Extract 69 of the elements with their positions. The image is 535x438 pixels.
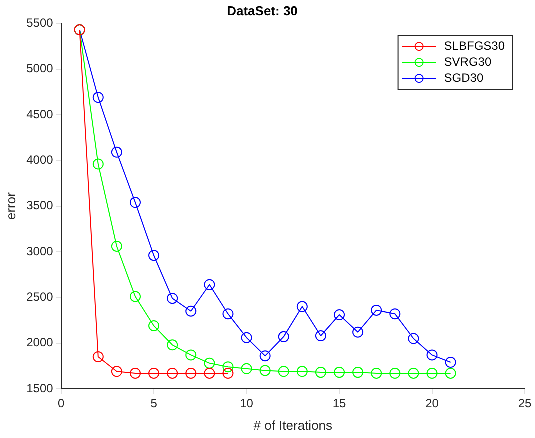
x-tick-label: 20 xyxy=(426,396,440,411)
point xyxy=(315,367,326,378)
point xyxy=(334,367,346,378)
point xyxy=(371,304,382,316)
y-tick-label: 1500 xyxy=(26,381,54,396)
point xyxy=(352,326,364,338)
point xyxy=(111,240,122,252)
point xyxy=(111,366,122,378)
point xyxy=(296,366,308,378)
point xyxy=(186,306,197,317)
x-tick-label: 0 xyxy=(58,396,65,411)
point xyxy=(445,368,456,379)
y-tick-label: 3000 xyxy=(26,244,54,258)
point xyxy=(371,368,382,379)
point xyxy=(186,368,197,379)
point xyxy=(111,146,122,158)
x-tick-label: 15 xyxy=(332,396,347,411)
legend-label: SGD30 xyxy=(444,70,484,85)
point xyxy=(260,350,271,362)
y-tick-label: 4000 xyxy=(26,152,54,167)
x-tick-label: 5 xyxy=(150,396,158,411)
point xyxy=(148,368,160,379)
point xyxy=(278,331,290,342)
point xyxy=(92,352,104,363)
point xyxy=(408,333,420,344)
y-tick-label: 2000 xyxy=(26,336,54,350)
point xyxy=(204,279,216,290)
point xyxy=(260,365,271,376)
y-tick-label: 2500 xyxy=(26,290,54,304)
point xyxy=(278,366,290,378)
point xyxy=(241,332,252,344)
point xyxy=(408,368,420,379)
point xyxy=(92,92,104,104)
point xyxy=(390,368,401,379)
point xyxy=(130,368,141,379)
y-tick-label: 4500 xyxy=(26,107,54,122)
point xyxy=(148,320,160,332)
point xyxy=(445,357,456,368)
chart-title: DataSet: 30 xyxy=(227,3,298,18)
point xyxy=(148,250,160,262)
point xyxy=(186,350,197,361)
y-tick-label: 3500 xyxy=(26,198,54,213)
x-axis-title: # of Iterations xyxy=(254,418,334,433)
point xyxy=(352,367,364,378)
point xyxy=(130,197,141,208)
point xyxy=(92,158,104,170)
point xyxy=(241,363,252,374)
x-tick-label: 25 xyxy=(518,396,532,411)
y-axis-title: error xyxy=(3,192,18,220)
point xyxy=(204,368,216,379)
x-tick-label: 10 xyxy=(240,396,254,411)
legend-label: SLBFGS30 xyxy=(444,38,506,53)
legend-label: SVRG30 xyxy=(444,54,492,69)
point xyxy=(222,368,234,379)
point xyxy=(167,368,178,379)
point xyxy=(334,310,346,321)
point xyxy=(167,340,178,351)
point xyxy=(167,293,178,304)
point xyxy=(426,350,438,361)
point xyxy=(426,368,438,379)
y-tick-label: 5000 xyxy=(26,62,54,76)
point xyxy=(390,308,401,320)
point xyxy=(222,308,234,320)
point xyxy=(130,291,141,302)
point xyxy=(315,330,326,342)
point xyxy=(204,358,216,369)
y-tick-label: 5500 xyxy=(26,16,54,30)
point xyxy=(296,301,308,312)
point xyxy=(222,362,234,373)
